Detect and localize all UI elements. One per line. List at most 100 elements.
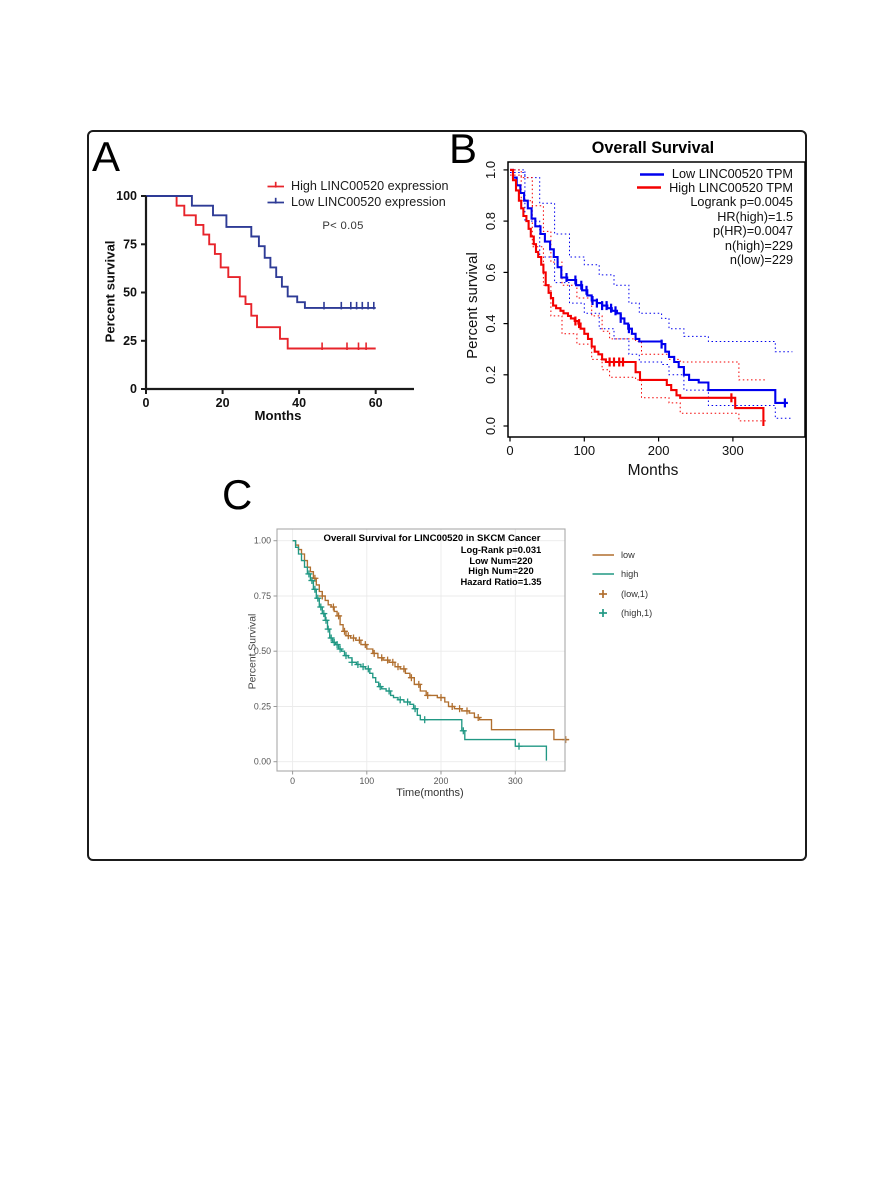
confidence-band — [510, 169, 767, 381]
survival-curve-high-linc00520-expression — [146, 195, 376, 350]
x-tick-label: 200 — [434, 776, 449, 786]
logrank-p-value: Log-Rank p=0.031 — [460, 544, 542, 555]
y-tick-label: 50 — [123, 286, 137, 300]
n-high-count: n(high)=229 — [724, 238, 793, 253]
panel-a-y-axis-label: Percent survival — [102, 240, 118, 343]
hazard-ratio-high: HR(high)=1.5 — [717, 209, 793, 224]
axis-ticks-and-labels: 0 20 40 60 0 25 50 75 100 — [116, 189, 383, 410]
censor-marks — [323, 301, 375, 310]
line-marker-icon — [637, 186, 662, 190]
y-tick-label: 0.50 — [254, 646, 271, 656]
x-tick-label: 300 — [722, 443, 744, 458]
legend-item-high-tpm: High LINC00520 TPM — [636, 180, 793, 195]
confidence-band — [510, 169, 793, 353]
panel-c-survival-chart: 0 100 200 300 0.00 0.25 0.50 0.75 1.00 — [254, 528, 570, 786]
legend-item-low-tpm: Low LINC00520 TPM — [639, 167, 793, 182]
km-line-marker-icon — [267, 181, 284, 188]
confidence-band — [510, 174, 767, 422]
panel-a-legend: High LINC00520 expression Low LINC00520 … — [267, 178, 449, 209]
y-tick-label: 0.8 — [483, 212, 498, 230]
x-tick-label: 0 — [143, 396, 150, 410]
panel-b-title: Overall Survival — [591, 139, 715, 157]
axis-ticks-and-labels: 0 100 200 300 0.0 0.2 0.4 0.6 0.8 1.0 — [483, 161, 744, 458]
y-tick-label: 0.4 — [483, 315, 498, 333]
x-tick-label: 20 — [216, 396, 230, 410]
panel-a-survival-chart: 0 20 40 60 0 25 50 75 100 — [116, 189, 414, 410]
panel-c-y-axis-label: Percent Survival — [247, 613, 259, 690]
legend-label: Low LINC00520 expression — [291, 194, 446, 209]
y-tick-label: 75 — [123, 238, 137, 252]
logrank-p-value: Logrank p=0.0045 — [690, 195, 793, 209]
hazard-ratio: Hazard Ratio=1.35 — [460, 576, 542, 588]
panel-b-legend: Low LINC00520 TPM High LINC00520 TPM — [636, 167, 793, 195]
panel-c-x-axis-label: Time(months) — [396, 787, 464, 799]
plot-frame — [507, 161, 806, 438]
panel-c-title: Overall Survival for LINC00520 in SKCM C… — [323, 533, 541, 544]
y-tick-label: 0 — [130, 382, 137, 396]
censor-marks — [311, 574, 570, 744]
panel-c-stats-block: Log-Rank p=0.031 Low Num=220 High Num=22… — [419, 544, 583, 588]
line-marker-icon — [592, 573, 614, 576]
p-value-annotation: P< 0.05 — [322, 220, 364, 232]
panel-a-x-axis-label: Months — [254, 408, 302, 423]
y-tick-label: 0.75 — [254, 591, 271, 601]
legend-item-high-censor: (high,1) — [592, 607, 652, 619]
survival-curve-high-linc00520-tpm — [510, 168, 765, 426]
panel-b-stats-block: Logrank p=0.0045 HR(high)=1.5 p(HR)=0.00… — [690, 195, 793, 268]
legend-item-low-censor: (low,1) — [592, 588, 652, 600]
y-tick-label: 0.6 — [483, 263, 498, 281]
n-low-count: n(low)=229 — [729, 253, 793, 268]
panel-c-legend: low high (low,1) (high,1) — [592, 549, 652, 619]
censor-marks — [574, 316, 733, 403]
legend-item-high-expression: High LINC00520 expression — [267, 178, 449, 193]
legend-label: High LINC00520 TPM — [669, 180, 793, 195]
legend-label: low — [621, 550, 635, 560]
x-tick-label: 100 — [359, 776, 374, 786]
legend-label: high — [621, 569, 639, 580]
legend-label: (high,1) — [621, 608, 653, 619]
x-tick-label: 200 — [648, 443, 670, 458]
censor-marks — [321, 342, 367, 350]
x-tick-label: 40 — [292, 396, 306, 410]
x-tick-label: 100 — [573, 443, 595, 458]
y-tick-label: 25 — [123, 334, 137, 348]
plus-marker-icon — [599, 589, 607, 598]
y-tick-label: 100 — [116, 189, 137, 203]
p-hr-value: p(HR)=0.0047 — [712, 224, 793, 239]
y-tick-label: 0.00 — [254, 757, 271, 767]
y-tick-label: 0.0 — [483, 417, 498, 435]
panel-c-label: C — [222, 471, 253, 518]
x-tick-label: 300 — [508, 776, 523, 786]
y-tick-label: 1.0 — [483, 161, 498, 179]
x-tick-label: 0 — [290, 776, 295, 786]
figure-border — [87, 130, 807, 861]
legend-label: (low,1) — [621, 588, 649, 599]
y-tick-label: 1.00 — [254, 536, 271, 546]
y-tick-label: 0.2 — [483, 366, 498, 384]
x-tick-label: 60 — [369, 396, 383, 410]
censor-marks — [305, 570, 523, 750]
legend-item-high: high — [592, 568, 652, 580]
survival-curve-low-linc00520-expression — [146, 195, 376, 309]
legend-label: High LINC00520 expression — [291, 178, 449, 193]
panel-b-label: B — [449, 125, 478, 172]
y-tick-label: 0.25 — [254, 702, 271, 712]
high-num-count: High Num=220 — [468, 565, 534, 577]
censor-marks — [565, 273, 786, 408]
gridlines — [277, 529, 565, 771]
low-num-count: Low Num=220 — [469, 554, 533, 566]
panel-a-label: A — [92, 133, 121, 180]
km-line-marker-icon — [267, 197, 284, 204]
panel-b-survival-chart: 0 100 200 300 0.0 0.2 0.4 0.6 0.8 1.0 — [483, 161, 806, 458]
line-marker-icon — [592, 554, 614, 556]
legend-item-low: low — [592, 549, 652, 561]
x-tick-label: 0 — [506, 443, 513, 458]
plot-frame — [276, 528, 566, 772]
legend-item-low-expression: Low LINC00520 expression — [267, 194, 449, 209]
axis-ticks-and-labels: 0 100 200 300 0.00 0.25 0.50 0.75 1.00 — [254, 536, 523, 786]
panel-b-y-axis-label: Percent survival — [464, 252, 481, 359]
panel-b-x-axis-label: Months — [627, 462, 679, 479]
legend-label: Low LINC00520 TPM — [671, 167, 793, 182]
line-marker-icon — [639, 172, 664, 176]
